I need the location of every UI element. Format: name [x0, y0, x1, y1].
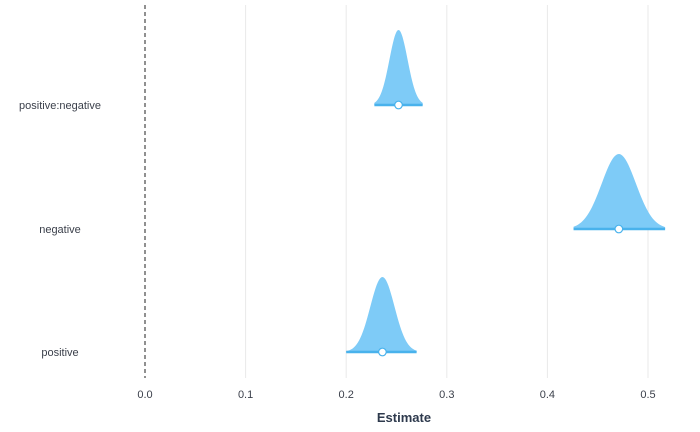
- x-tick-labels: 0.0 0.1 0.2 0.3 0.4 0.5: [137, 389, 655, 401]
- density-area: [573, 154, 666, 229]
- parameter-negative: [573, 154, 666, 234]
- estimate-marks: [346, 30, 666, 357]
- point-estimate: [614, 224, 624, 234]
- x-tick-label: 0.0: [137, 389, 152, 401]
- y-tick-labels: positive:negative negative positive: [19, 100, 101, 359]
- parameter-positive-negative: [374, 30, 423, 110]
- x-tick-label: 0.5: [640, 389, 655, 401]
- x-tick-label: 0.4: [540, 389, 555, 401]
- x-tick-label: 0.1: [238, 389, 253, 401]
- x-tick-label: 0.2: [339, 389, 354, 401]
- density-area: [346, 277, 417, 352]
- point-estimate: [394, 100, 403, 110]
- x-axis-title: Estimate: [377, 410, 431, 425]
- y-tick-label: positive:negative: [19, 100, 101, 112]
- x-tick-label: 0.3: [439, 389, 454, 401]
- density-area: [374, 30, 423, 105]
- y-tick-label: positive: [41, 347, 78, 359]
- point-estimate: [378, 347, 387, 357]
- parameter-positive: [346, 277, 417, 357]
- y-tick-label: negative: [39, 224, 81, 236]
- grid: [245, 5, 649, 378]
